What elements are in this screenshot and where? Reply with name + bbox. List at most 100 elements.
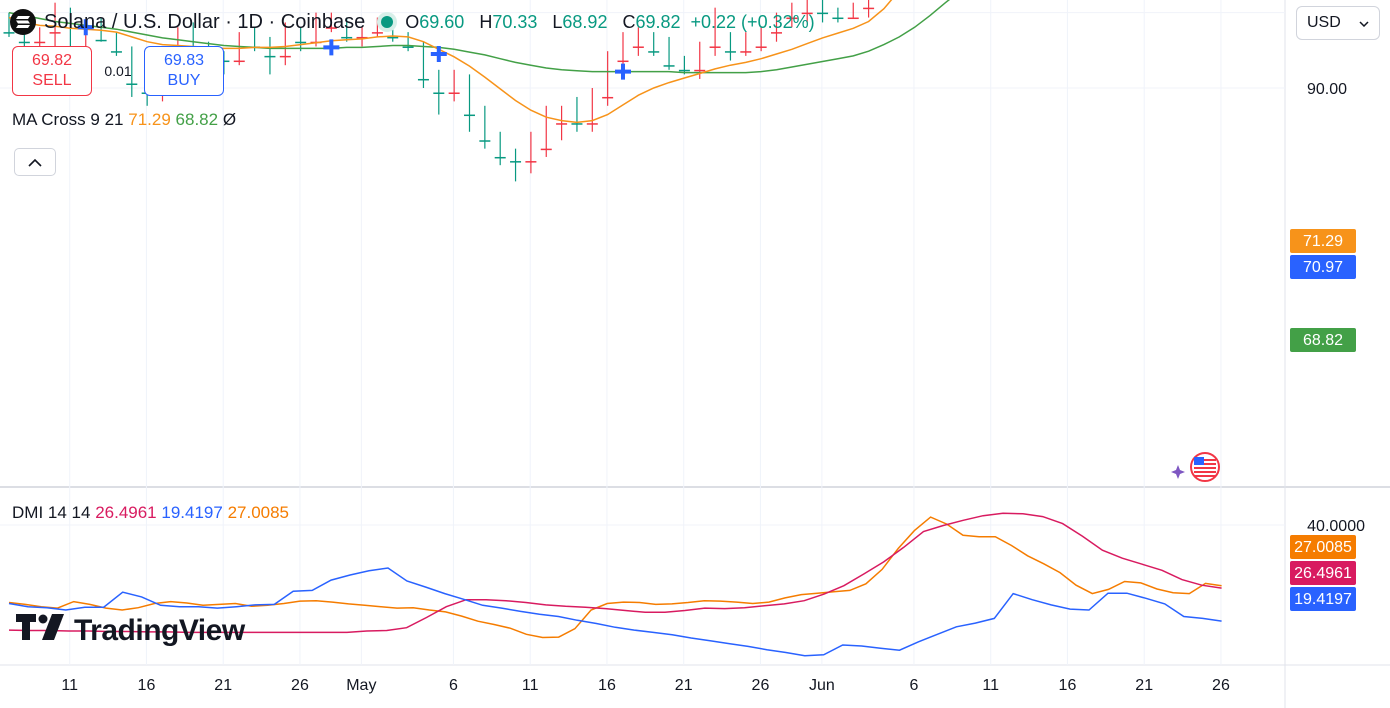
candle-body <box>525 161 537 163</box>
ma-cross-marker <box>615 63 631 80</box>
candle-body <box>771 32 782 34</box>
flag-stripe <box>1194 475 1216 477</box>
buy-label: BUY <box>167 72 201 89</box>
change-value: +0.22 (+0.32%) <box>690 11 815 32</box>
flag-stripe <box>1194 459 1216 461</box>
candle-body <box>95 39 107 42</box>
candle-body <box>494 156 506 159</box>
chevron-down-icon <box>1359 14 1369 32</box>
x-tick-label: Jun <box>809 677 835 694</box>
dmi-series-line <box>8 516 1222 639</box>
dmi-series-line <box>8 512 1222 634</box>
flag-canton <box>1194 457 1204 465</box>
x-tick-label: 11 <box>522 677 539 694</box>
candle-body <box>110 51 122 53</box>
candle-body <box>602 96 614 99</box>
watermark-text: TradingView <box>74 614 245 647</box>
candle-body <box>417 78 429 81</box>
trade-panel: 69.82 SELL 0.01 69.83 BUY <box>12 46 224 96</box>
dmi-adx-value: 27.0085 <box>227 503 290 522</box>
dmi-legend[interactable]: DMI 14 14 26.4961 19.4197 27.0085 <box>12 503 289 523</box>
candle-body <box>724 51 736 53</box>
candle-body <box>556 123 568 125</box>
candle-body <box>586 123 598 125</box>
x-tick-label: 26 <box>1212 677 1230 694</box>
candle-body <box>387 36 399 39</box>
dmi-params: 14 14 <box>47 503 91 522</box>
x-tick-label: 6 <box>449 677 458 694</box>
symbol-title[interactable]: Solana / U.S. Dollar · 1D · Coinbase <box>44 10 366 33</box>
us-flag-icon[interactable] <box>1171 452 1220 482</box>
price-badge <box>1290 561 1356 585</box>
dmi-tick-label: 40.0000 <box>1307 518 1365 535</box>
ma-fast-value: 71.29 <box>128 110 171 129</box>
currency-label: USD <box>1307 14 1341 31</box>
candle-body <box>233 60 245 63</box>
price-badge <box>1290 328 1356 352</box>
dmi-plus-value: 26.4961 <box>95 503 157 522</box>
candle-body <box>295 41 307 44</box>
candle-body <box>402 46 414 48</box>
price-badge-text: 19.4197 <box>1294 591 1352 608</box>
candle-body <box>464 114 475 117</box>
x-tick-label: May <box>346 677 376 694</box>
candle-body <box>3 32 15 34</box>
price-badge <box>1290 255 1356 279</box>
tradingview-logo: TradingView <box>16 614 245 648</box>
chevron-up-icon <box>28 154 42 170</box>
sell-label: SELL <box>32 72 72 89</box>
ma-name: MA Cross <box>12 110 86 129</box>
x-tick-label: 11 <box>61 677 78 694</box>
candle-body <box>632 46 644 48</box>
buy-price: 69.83 <box>163 52 205 69</box>
candle-body <box>341 36 353 39</box>
candle-body <box>694 69 706 72</box>
candle-body <box>847 17 859 20</box>
x-tick-label: 16 <box>138 677 156 694</box>
dmi-lines <box>8 512 1222 657</box>
solana-logo-icon <box>10 9 36 35</box>
close-value: 69.82 <box>635 11 681 32</box>
flag-stripe <box>1194 471 1216 473</box>
candle-body <box>49 32 61 34</box>
candle-body <box>663 65 675 67</box>
price-badge-text: 70.97 <box>1303 259 1343 276</box>
candle-body <box>786 17 798 20</box>
candle-body <box>18 41 30 44</box>
price-badge-text: 26.4961 <box>1294 565 1352 582</box>
candle-body <box>433 92 445 94</box>
ma-cross-legend[interactable]: MA Cross 9 21 71.29 68.82 Ø <box>12 110 236 130</box>
price-labels: 71.2970.9769.8218:05:2968.8227.008526.49… <box>1290 229 1356 611</box>
candle-body <box>279 55 291 58</box>
candle-body <box>371 32 383 34</box>
candle-body <box>126 83 138 85</box>
dmi-name: DMI <box>12 503 44 522</box>
x-tick-label: 11 <box>982 677 999 694</box>
candle-body <box>325 27 337 29</box>
price-badge-text: 68.82 <box>1303 332 1343 349</box>
buy-button[interactable]: 69.83 BUY <box>144 46 224 96</box>
axes: 11162126May611162126Jun61116212690.0082.… <box>61 6 1365 694</box>
ma-cross-markers <box>77 19 631 80</box>
spread-value: 0.01 <box>104 63 132 79</box>
x-tick-label: 21 <box>675 677 693 694</box>
candle-body <box>356 36 368 39</box>
price-badge <box>1290 587 1356 611</box>
sell-price: 69.82 <box>31 52 73 69</box>
candle-body <box>448 92 460 94</box>
candle-body <box>709 46 721 48</box>
candle-body <box>648 51 660 53</box>
sparkle-icon <box>1171 465 1185 479</box>
tradingview-logo-icon <box>16 614 74 648</box>
collapse-legend-button[interactable] <box>14 148 56 176</box>
dmi-minus-value: 19.4197 <box>161 503 223 522</box>
open-value: 69.60 <box>419 11 465 32</box>
x-tick-label: 21 <box>1135 677 1153 694</box>
low-value: 68.92 <box>562 11 608 32</box>
x-tick-label: 26 <box>752 677 770 694</box>
x-tick-label: 6 <box>909 677 918 694</box>
sell-button[interactable]: 69.82 SELL <box>12 46 92 96</box>
currency-select[interactable]: USD <box>1296 6 1380 40</box>
high-value: 70.33 <box>492 11 538 32</box>
